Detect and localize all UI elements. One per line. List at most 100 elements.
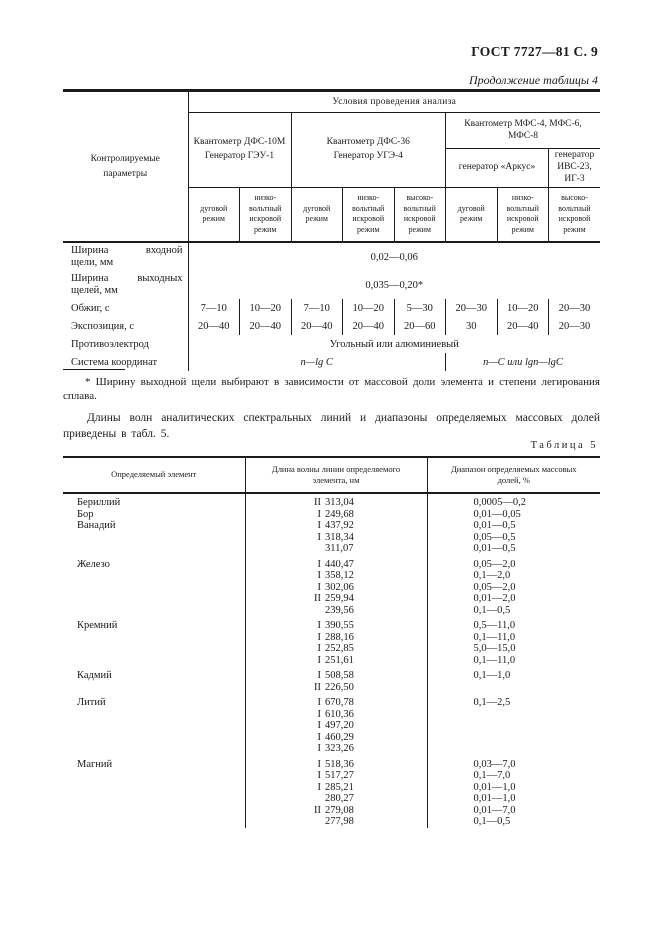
element-cell	[63, 582, 245, 594]
element-cell	[63, 732, 245, 744]
page-title: ГОСТ 7727—81 С. 9	[471, 44, 598, 59]
quantometer-dfs36-header: Квантометр ДФС-36 Генератор УГЭ-4	[290, 112, 446, 188]
element-cell	[63, 709, 245, 721]
spectral-lines-table: Определяемый элемент Длина волны линии о…	[63, 456, 600, 828]
mode-header: низко- вольтный искровой режим	[342, 186, 395, 244]
wavelength-cell: I 318,34	[244, 531, 427, 543]
table5-row: Железо I 440,47 0,05—2,0	[63, 554, 600, 570]
element-cell	[63, 782, 245, 794]
element-cell	[63, 682, 245, 694]
table-header-row: Определяемый элемент Длина волны линии о…	[63, 457, 600, 494]
coordinate-system-row: Система координат n—lg C n—C или lgn—lgC	[63, 353, 600, 372]
body-paragraph: Длины волн аналитических спектральных ли…	[63, 412, 600, 440]
wavelength-value: 517,27	[325, 770, 354, 781]
mode-header: дуговой режим	[187, 186, 240, 244]
table-header-row: Квантометр ДФС-10М Генератор ГЭУ-1 Квант…	[63, 112, 600, 188]
element-cell	[63, 532, 245, 544]
wavelength-value: 285,21	[325, 781, 354, 793]
range-cell	[426, 731, 600, 743]
table5-caption: Таблица 5	[530, 440, 598, 451]
element-cell: Кремний	[77, 620, 118, 631]
wavelength-cell: 277,98	[244, 816, 427, 828]
wavelength-value: 277,98	[325, 816, 354, 827]
mode-header: дуговой режим	[290, 186, 343, 244]
range-cell: 0,1—1,0	[426, 666, 600, 682]
element-cell: Железо	[77, 558, 110, 570]
value-cell: 20—40	[290, 317, 343, 336]
wavelength-cell: II 279,08	[244, 804, 427, 816]
wavelength-cell: I 518,36	[244, 754, 427, 770]
table5-row: I 323,26	[63, 743, 600, 755]
wavelength-cell: II 259,94	[244, 593, 427, 605]
range-cell: 0,03—7,0	[426, 754, 600, 770]
analysis-conditions-table: Контролируемые параметры Условия проведе…	[63, 89, 600, 372]
wavelength-cell: 239,56	[244, 604, 427, 616]
wavelength-prefix: I	[317, 620, 322, 631]
element-cell: Магний	[77, 758, 113, 770]
element-cell	[63, 770, 245, 782]
table5-row: I 302,06 0,05—2,0	[63, 581, 600, 594]
range-cell: 0,05—2,0	[426, 581, 600, 593]
wavelength-prefix: I	[317, 531, 322, 543]
element-cell: Кадмий	[77, 670, 112, 681]
wavelength-value: 251,61	[325, 654, 354, 666]
wavelength-prefix: I	[317, 781, 322, 793]
row-label-word: входной	[145, 245, 183, 257]
wavelength-prefix: I	[317, 581, 322, 593]
wavelength-value: 302,06	[325, 581, 354, 593]
value-cell: 20—60	[393, 317, 446, 336]
element-cell	[63, 805, 245, 817]
range-cell: 0,01—0,5	[426, 520, 600, 532]
wavelength-cell: II 313,04	[244, 493, 427, 509]
generator-ivs-header: генератор ИВС-23, ИГ-3	[548, 148, 600, 188]
wavelength-value: 252,85	[325, 643, 354, 654]
element-cell	[63, 632, 245, 644]
row-label: Обжиг, с	[63, 299, 189, 318]
value-cell: 30	[445, 317, 497, 336]
row-label-word: Ширина	[71, 273, 109, 285]
element-cell: Ванадий	[77, 520, 116, 531]
wavelength-value: 323,26	[325, 743, 354, 754]
wavelength-value: 259,94	[325, 593, 354, 604]
range-cell: 0,5—11,0	[426, 616, 600, 632]
element-cell: Литий	[77, 697, 106, 708]
footnote-rule	[63, 369, 125, 370]
element-cell	[63, 593, 245, 605]
wavelength-cell: I 497,20	[244, 720, 427, 732]
element-cell	[63, 543, 245, 555]
table5-row: 277,98 0,1—0,5	[63, 816, 600, 828]
table5-row: I 318,34 0,05—0,5	[63, 531, 600, 544]
wavelength-value: 518,36	[325, 758, 354, 770]
table5-row: I 517,27 0,1—7,0	[63, 770, 600, 782]
wavelength-column-header: Длина волны линии определяемого элемента…	[244, 457, 427, 494]
table5-row: I 288,16 0,1—11,0	[63, 631, 600, 644]
wavelength-cell: I 251,61	[244, 654, 427, 666]
quantometer-dfs10m-header: Квантометр ДФС-10М Генератор ГЭУ-1	[187, 112, 292, 188]
range-cell: 0,01—2,0	[426, 593, 600, 605]
table5-row: Магний I 518,36 0,03—7,0	[63, 754, 600, 770]
table5-row: II 259,94 0,01—2,0	[63, 593, 600, 605]
wavelength-cell: I 302,06	[244, 581, 427, 593]
wavelength-cell: I 288,16	[244, 631, 427, 643]
counter-electrode-row: Противоэлектрод Угольный или алюминиевый	[63, 335, 600, 354]
wavelength-cell: I 440,47	[244, 554, 427, 570]
wavelength-cell: I 460,29	[244, 731, 427, 743]
table-header-row: Контролируемые параметры Условия проведе…	[63, 90, 600, 244]
footnote-text: * Ширину выходной щели выбирают в зависи…	[63, 376, 600, 403]
table5-row: II 226,50	[63, 681, 600, 694]
row-label-word: Ширина	[71, 245, 109, 257]
wavelength-cell: I 249,68	[244, 508, 427, 520]
range-cell: 0,1—0,5	[426, 816, 600, 828]
value-cell: 20—30	[548, 317, 600, 336]
element-cell	[63, 655, 245, 667]
wavelength-cell: I 670,78	[244, 693, 427, 709]
element-cell	[63, 793, 245, 805]
table5-row: Бериллий II 313,04 0,0005—0,2	[63, 493, 600, 509]
element-cell	[63, 570, 245, 582]
range-cell: 0,01—7,0	[426, 804, 600, 816]
input-slit-row: Ширина входной щели, мм 0,02—0,06	[63, 242, 600, 272]
range-cell: 0,1—2,5	[426, 693, 600, 709]
element-column-header: Определяемый элемент	[63, 457, 245, 494]
wavelength-cell: I 285,21	[244, 781, 427, 793]
